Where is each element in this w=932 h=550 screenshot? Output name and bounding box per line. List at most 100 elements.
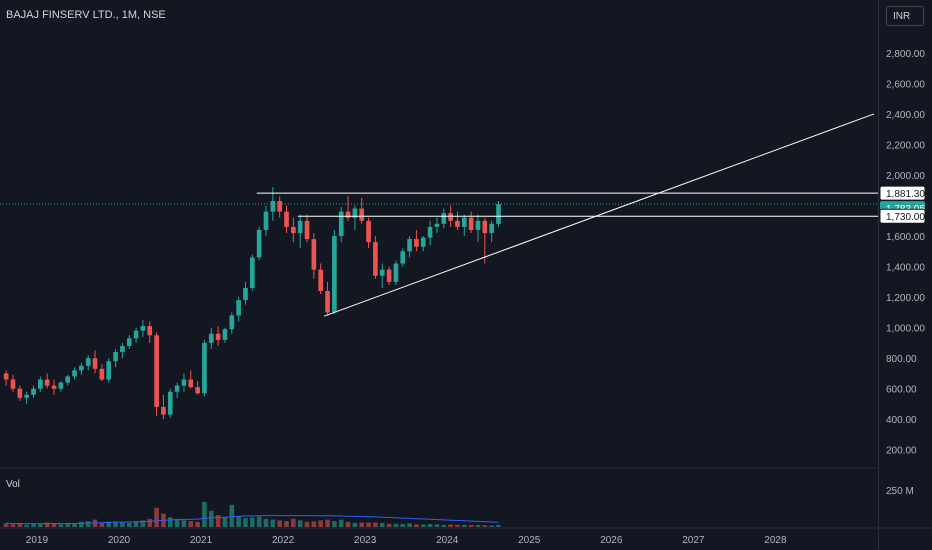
- candle: [202, 342, 207, 394]
- candle: [140, 326, 146, 331]
- volume-bar: [243, 518, 248, 527]
- y-tick-label: 800.00: [886, 354, 917, 365]
- volume-bar: [202, 501, 207, 527]
- candle: [441, 213, 447, 224]
- volume-bar: [167, 517, 173, 527]
- x-tick-label: 2021: [190, 535, 213, 546]
- candle: [147, 326, 153, 336]
- volume-bar: [345, 521, 351, 527]
- volume-bar: [489, 525, 494, 527]
- candle: [44, 379, 50, 386]
- candle: [243, 287, 248, 301]
- candle: [222, 329, 228, 340]
- candle: [58, 382, 64, 389]
- volume-bar: [263, 518, 269, 527]
- candle: [85, 358, 91, 366]
- price-tag: [879, 208, 926, 224]
- candle: [38, 379, 43, 389]
- candle: [17, 388, 23, 398]
- candle: [475, 220, 481, 230]
- volume-bar: [448, 524, 453, 527]
- volume-bar: [72, 523, 77, 527]
- candle: [3, 373, 9, 380]
- price-tag-label: 1,881.30: [886, 189, 925, 200]
- volume-bar: [147, 518, 153, 527]
- candle: [338, 211, 344, 237]
- volume-bar: [352, 522, 358, 527]
- volume-bar: [236, 516, 241, 527]
- volume-bar: [297, 520, 303, 527]
- candle: [496, 204, 501, 224]
- candle: [468, 217, 474, 230]
- y-tick-label: 2,400.00: [886, 110, 925, 121]
- volume-bar: [277, 520, 282, 527]
- candle: [297, 220, 303, 233]
- volume-bar: [51, 523, 57, 527]
- candle: [167, 391, 173, 415]
- candle: [325, 291, 330, 313]
- currency-button[interactable]: INR: [886, 6, 924, 26]
- candle: [126, 338, 132, 346]
- candle: [434, 223, 440, 227]
- volume-bar: [222, 517, 228, 527]
- candle: [256, 229, 262, 258]
- volume-bar: [10, 524, 16, 527]
- volume-bar: [284, 521, 289, 527]
- volume-bar: [3, 523, 9, 527]
- symbol-title[interactable]: BAJAJ FINSERV LTD., 1M, NSE: [6, 9, 166, 21]
- candle: [120, 345, 125, 353]
- volume-bar: [420, 524, 426, 527]
- candle: [427, 226, 433, 238]
- y-tick-label: 2,600.00: [886, 79, 925, 90]
- volume-bar: [332, 521, 337, 527]
- trendline[interactable]: [323, 113, 875, 317]
- volume-bar: [249, 517, 255, 527]
- volume-bar: [338, 519, 344, 527]
- x-tick-label: 2026: [600, 535, 623, 546]
- y-tick-label: 2,200.00: [886, 140, 925, 151]
- candle: [345, 211, 351, 218]
- candle: [92, 358, 98, 369]
- candle: [72, 370, 77, 377]
- volume-bar: [113, 521, 118, 527]
- y-tick-label: 1,400.00: [886, 263, 925, 274]
- candle: [366, 220, 371, 243]
- x-tick-label: 2025: [518, 535, 541, 546]
- volume-bar: [140, 520, 146, 527]
- volume-bar: [482, 525, 488, 527]
- candle: [284, 211, 289, 227]
- candle: [373, 242, 378, 276]
- price-tag: [879, 185, 926, 201]
- y-tick-label: 1,600.00: [886, 232, 925, 243]
- volume-bar: [65, 524, 71, 527]
- candle: [106, 361, 112, 380]
- volume-bar: [461, 524, 467, 527]
- candle: [195, 387, 200, 394]
- y-tick-label: 400.00: [886, 415, 917, 426]
- candle: [215, 333, 221, 340]
- candle: [304, 220, 310, 240]
- candle: [291, 226, 296, 233]
- y-tick-label: 600.00: [886, 385, 917, 396]
- volume-axis-label: 250 M: [886, 486, 914, 497]
- candle: [270, 200, 276, 212]
- candle: [133, 330, 139, 339]
- candle: [208, 333, 214, 343]
- volume-bar: [31, 523, 36, 527]
- candle: [407, 239, 412, 252]
- x-tick-label: 2022: [272, 535, 295, 546]
- candle: [414, 239, 419, 247]
- volume-bar: [154, 507, 159, 527]
- volume-bar: [188, 521, 194, 527]
- candle: [10, 379, 16, 389]
- volume-bar: [318, 520, 324, 527]
- price-tag-label: 1,730.00: [886, 212, 925, 223]
- candle: [229, 315, 235, 330]
- volume-bar: [475, 525, 481, 527]
- volume-bar: [434, 524, 440, 527]
- candle: [352, 208, 358, 218]
- volume-bar: [325, 519, 330, 527]
- x-tick-label: 2028: [764, 535, 787, 546]
- candle: [181, 379, 187, 386]
